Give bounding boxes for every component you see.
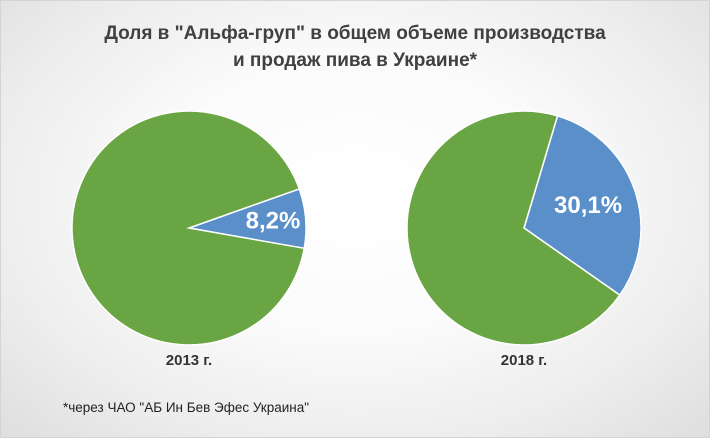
pie-1-slice-1 [406,110,621,346]
pie-0: 8,2% [71,110,307,346]
pie-1-slice-0 [523,114,642,297]
pie-0-slice-1 [71,110,306,346]
pie-label-2018: 2018 г. [500,352,548,369]
pie-0-data-label: 8,2% [246,208,301,235]
chart-title-line-2: и продаж пива в Украине* [232,50,478,71]
pie-label-2013: 2013 г. [165,352,213,369]
pie-1-data-label: 30,1% [554,192,622,219]
pie-1: 30,1% [406,110,642,346]
footnote: *через ЧАО "АБ Ин Бев Эфес Украина" [63,400,310,415]
chart-title-line-1: Доля в "Альфа-груп" в общем объеме произ… [104,23,606,44]
